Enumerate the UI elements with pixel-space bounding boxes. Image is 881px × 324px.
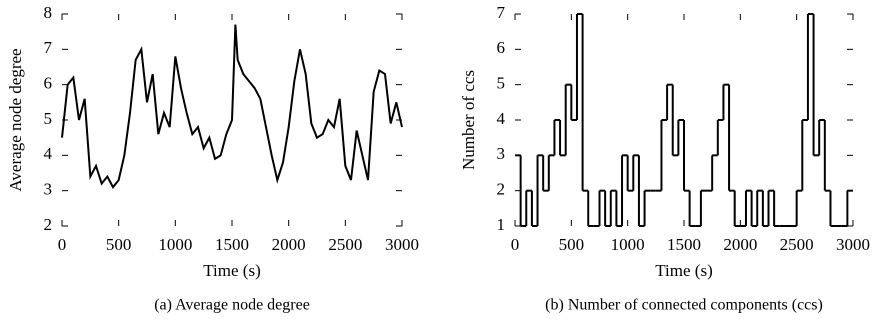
x-tick-label: 2500 — [328, 235, 362, 254]
y-tick-label: 8 — [44, 3, 53, 22]
x-tick-label: 3000 — [836, 235, 870, 254]
x-tick-label: 1500 — [215, 235, 249, 254]
y-tick-label: 6 — [497, 38, 506, 57]
y-tick-label: 2 — [497, 180, 506, 199]
y-tick-label: 2 — [44, 215, 53, 234]
y-tick-label: 6 — [44, 74, 53, 93]
y-tick-label: 4 — [497, 109, 506, 128]
y-tick-label: 4 — [44, 144, 53, 163]
y-tick-label: 7 — [44, 38, 53, 57]
y-axis-label: Number of ccs — [459, 70, 478, 170]
caption: (b) Number of connected components (ccs) — [545, 297, 823, 314]
x-tick-label: 1000 — [611, 235, 645, 254]
y-tick-label: 7 — [497, 3, 506, 22]
y-axis-label: Average node degree — [6, 48, 25, 191]
x-tick-label: 0 — [511, 235, 520, 254]
y-tick-label: 1 — [497, 215, 506, 234]
x-tick-label: 500 — [559, 235, 585, 254]
y-tick-label: 3 — [497, 144, 506, 163]
x-axis-label: Time (s) — [203, 261, 260, 280]
y-tick-label: 5 — [497, 74, 506, 93]
x-tick-label: 1000 — [158, 235, 192, 254]
y-tick-label: 5 — [44, 109, 53, 128]
y-tick-label: 3 — [44, 180, 53, 199]
x-tick-label: 2000 — [723, 235, 757, 254]
x-tick-label: 3000 — [385, 235, 419, 254]
x-tick-label: 2000 — [272, 235, 306, 254]
x-tick-label: 2500 — [780, 235, 814, 254]
x-tick-label: 0 — [58, 235, 67, 254]
x-tick-label: 500 — [106, 235, 132, 254]
caption: (a) Average node degree — [154, 297, 310, 314]
line — [61, 24, 403, 189]
x-tick-label: 1500 — [667, 235, 701, 254]
x-axis-label: Time (s) — [655, 261, 712, 280]
